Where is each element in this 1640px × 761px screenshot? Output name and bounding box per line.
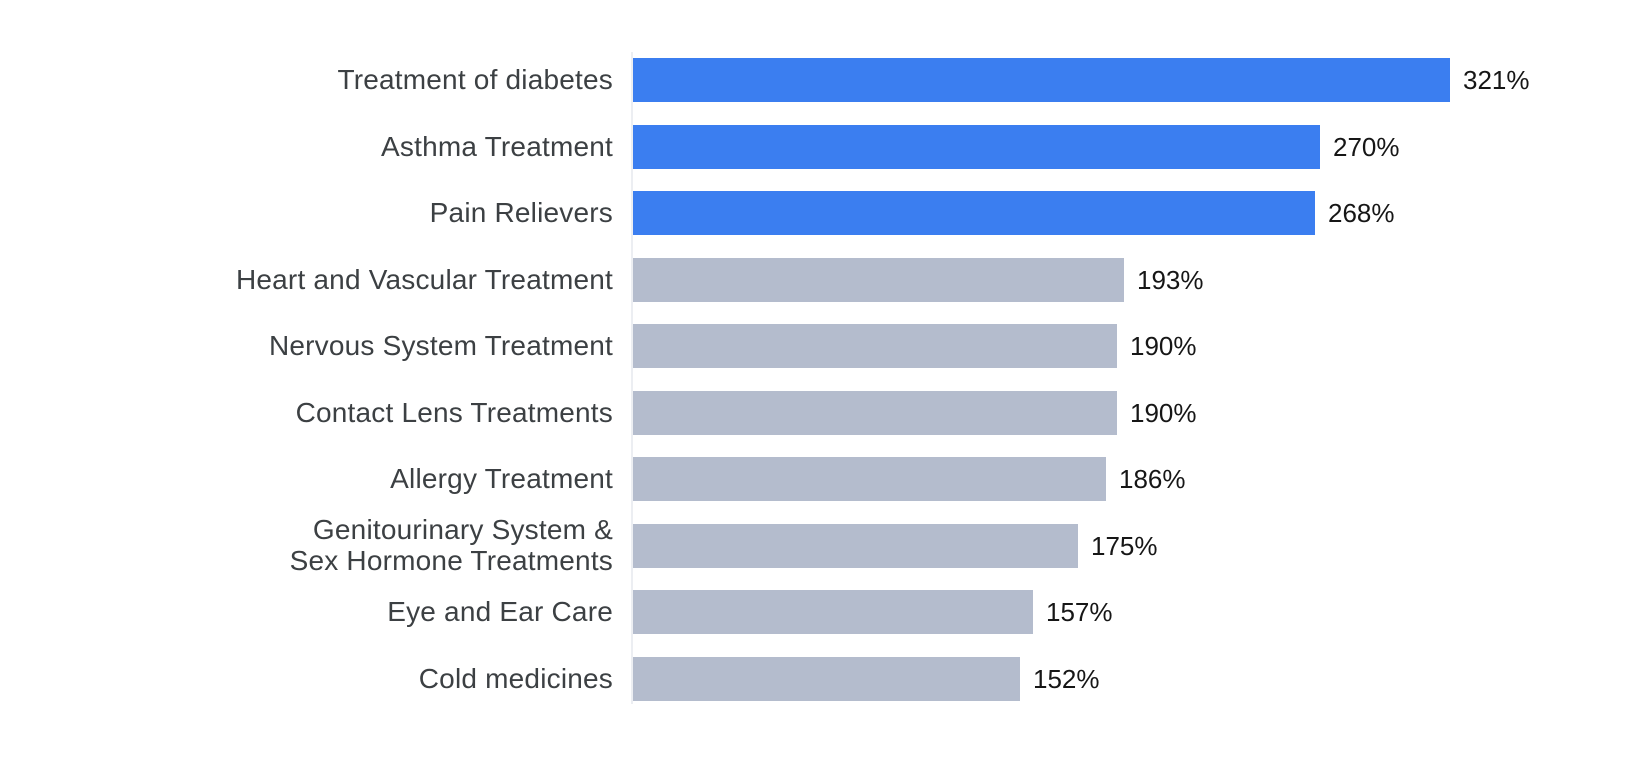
category-label: Allergy Treatment — [390, 462, 613, 494]
bar-area: 152% — [633, 657, 1100, 701]
chart-row: Pain Relievers 268% — [0, 191, 1640, 235]
chart-row: Heart and Vascular Treatment 193% — [0, 258, 1640, 302]
bar — [633, 391, 1117, 435]
bar — [633, 58, 1450, 102]
value-label: 175% — [1091, 530, 1158, 561]
y-axis-line — [631, 52, 633, 704]
chart-row: Allergy Treatment 186% — [0, 457, 1640, 501]
category-label: Heart and Vascular Treatment — [235, 263, 613, 295]
category-label: Pain Relievers — [429, 196, 613, 228]
value-label: 270% — [1333, 131, 1400, 162]
bar-area: 321% — [633, 58, 1530, 102]
value-label: 193% — [1137, 264, 1204, 295]
bar — [633, 191, 1315, 235]
bar-area: 193% — [633, 258, 1204, 302]
chart-row: Asthma Treatment 270% — [0, 125, 1640, 169]
chart-row: Genitourinary System & Sex Hormone Treat… — [0, 514, 1640, 576]
bar-area: 190% — [633, 391, 1197, 435]
chart-row: Treatment of diabetes 321% — [0, 58, 1640, 102]
category-label: Treatment of diabetes — [337, 63, 613, 95]
bar — [633, 258, 1124, 302]
value-label: 186% — [1119, 463, 1186, 494]
value-label: 190% — [1130, 330, 1197, 361]
category-label: Nervous System Treatment — [268, 329, 613, 361]
bar — [633, 524, 1078, 568]
chart-row: Contact Lens Treatments 190% — [0, 391, 1640, 435]
bar — [633, 590, 1033, 634]
value-label: 190% — [1130, 397, 1197, 428]
chart-row: Eye and Ear Care 157% — [0, 590, 1640, 634]
bar — [633, 125, 1320, 169]
value-label: 157% — [1046, 596, 1113, 627]
bar-area: 186% — [633, 457, 1186, 501]
category-label: Cold medicines — [418, 662, 613, 694]
chart-row: Nervous System Treatment 190% — [0, 324, 1640, 368]
chart-row: Cold medicines 152% — [0, 657, 1640, 701]
bar-area: 270% — [633, 125, 1400, 169]
category-label: Asthma Treatment — [381, 130, 613, 162]
bar — [633, 657, 1020, 701]
bar — [633, 457, 1106, 501]
bar-area: 190% — [633, 324, 1197, 368]
value-label: 152% — [1033, 663, 1100, 694]
category-label: Contact Lens Treatments — [295, 396, 613, 428]
value-label: 321% — [1463, 64, 1530, 95]
category-label: Eye and Ear Care — [387, 595, 613, 627]
bar-area: 175% — [633, 524, 1158, 568]
category-label: Genitourinary System & Sex Hormone Treat… — [289, 514, 613, 576]
value-label: 268% — [1328, 197, 1395, 228]
bar-area: 157% — [633, 590, 1113, 634]
bar-area: 268% — [633, 191, 1395, 235]
bar — [633, 324, 1117, 368]
